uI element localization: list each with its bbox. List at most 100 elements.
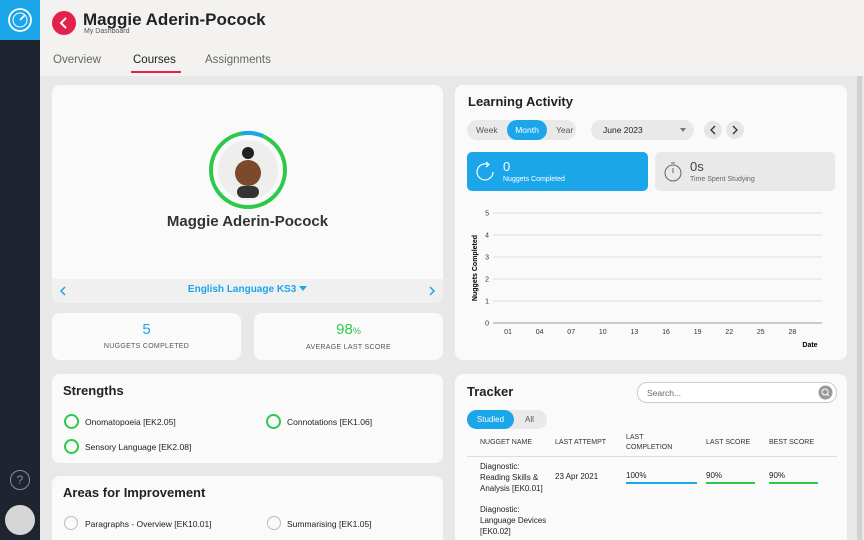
best-score: 90% bbox=[769, 471, 786, 480]
strength-item: Sensory Language [EK2.08] bbox=[85, 442, 192, 452]
activity-card: Learning Activity Week Month Year June 2… bbox=[455, 85, 847, 360]
time-label: Time Spent Studying bbox=[690, 176, 755, 183]
strength-dot bbox=[266, 414, 281, 429]
strength-item: Connotations [EK1.06] bbox=[287, 417, 373, 427]
y-tick-label: 1 bbox=[485, 299, 489, 306]
month-nav[interactable] bbox=[703, 120, 747, 140]
tracker-title: Tracker bbox=[467, 384, 514, 399]
tracker-card: Tracker Search... Studied All NUGGET NAM… bbox=[455, 374, 847, 540]
y-tick-label: 4 bbox=[485, 233, 489, 240]
time-card: 0s Time Spent Studying bbox=[655, 152, 835, 191]
next-course[interactable] bbox=[426, 285, 438, 297]
strength-dot bbox=[64, 439, 79, 454]
filter-option[interactable]: All bbox=[525, 415, 534, 424]
scrollbar[interactable] bbox=[857, 76, 862, 540]
x-tick-label: 07 bbox=[567, 329, 575, 336]
period-option[interactable]: Week bbox=[476, 125, 498, 135]
month-value: June 2023 bbox=[603, 125, 643, 135]
stat-card: 5 NUGGETS COMPLETED bbox=[52, 313, 241, 360]
x-tick-label: 22 bbox=[725, 329, 733, 336]
x-tick-label: 28 bbox=[789, 329, 797, 336]
improvement-item: Summarising [EK1.05] bbox=[287, 519, 372, 529]
back-button[interactable] bbox=[52, 11, 76, 35]
search-icon bbox=[818, 385, 833, 400]
course-bar bbox=[52, 279, 443, 303]
y-tick-label: 2 bbox=[485, 277, 489, 284]
column-header[interactable]: LAST ATTEMPT bbox=[555, 439, 607, 446]
x-axis-label: Date bbox=[802, 342, 817, 349]
score-number: 98 bbox=[336, 321, 353, 338]
stat-value: 5 bbox=[142, 321, 151, 338]
nuggets-value: 0 bbox=[503, 159, 511, 174]
stat-label: NUGGETS COMPLETED bbox=[103, 343, 190, 350]
last-attempt: 23 Apr 2021 bbox=[555, 472, 599, 481]
course-name: English Language KS3 bbox=[187, 284, 297, 295]
y-tick-label: 3 bbox=[485, 255, 489, 262]
course-select[interactable]: English Language KS3 bbox=[52, 284, 443, 295]
tab[interactable]: Overview bbox=[53, 54, 101, 66]
logo-icon bbox=[8, 8, 32, 32]
dropdown-arrow bbox=[299, 286, 308, 295]
y-tick-label: 5 bbox=[485, 211, 489, 218]
strengths-title: Strengths bbox=[63, 383, 124, 398]
page-subtitle: My Dashboard bbox=[84, 28, 130, 35]
timer-icon bbox=[664, 162, 682, 182]
dropdown-arrow bbox=[680, 128, 686, 135]
strengths-card: Strengths Onomatopoeia [EK2.05] Connotat… bbox=[52, 374, 443, 463]
last-score: 90% bbox=[706, 471, 723, 480]
column-header[interactable]: BEST SCORE bbox=[769, 439, 814, 446]
nuggets-card: 0 Nuggets Completed bbox=[467, 152, 648, 191]
column-header[interactable]: LAST SCORE bbox=[706, 439, 751, 446]
x-tick-label: 01 bbox=[504, 329, 512, 336]
stat-value: 98% bbox=[254, 321, 443, 338]
prev-course[interactable] bbox=[58, 285, 70, 297]
score-bar bbox=[706, 482, 755, 484]
nugget-name: Diagnostic: Reading Skills & Analysis [E… bbox=[480, 462, 543, 493]
x-tick-label: 19 bbox=[694, 329, 702, 336]
stat-card: 98% AVERAGE LAST SCORE bbox=[254, 313, 443, 360]
time-value: 0s bbox=[690, 159, 704, 174]
profile-name: Maggie Aderin-Pocock bbox=[166, 213, 329, 230]
improvement-title: Areas for Improvement bbox=[63, 485, 206, 500]
x-tick-label: 25 bbox=[757, 329, 765, 336]
user-avatar[interactable] bbox=[5, 505, 35, 535]
refresh-icon bbox=[476, 161, 494, 181]
search-placeholder: Search... bbox=[647, 388, 682, 398]
month-select[interactable]: June 2023 bbox=[591, 120, 694, 140]
header-divider bbox=[467, 456, 837, 457]
improvement-dot bbox=[64, 516, 78, 530]
activity-title: Learning Activity bbox=[468, 94, 573, 109]
tab-active[interactable]: Courses bbox=[133, 54, 176, 66]
x-tick-label: 10 bbox=[599, 329, 607, 336]
period-option[interactable]: Year bbox=[556, 125, 574, 135]
x-tick-label: 04 bbox=[536, 329, 544, 336]
search-box[interactable]: Search... bbox=[637, 382, 837, 403]
back-icon bbox=[59, 17, 67, 29]
logo[interactable] bbox=[0, 0, 40, 40]
last-completion: 100% bbox=[626, 471, 647, 480]
help-button[interactable]: ? bbox=[10, 470, 30, 490]
tab-underline bbox=[131, 71, 181, 73]
y-tick-label: 0 bbox=[485, 321, 489, 328]
score-unit: % bbox=[352, 326, 361, 336]
stat-label: AVERAGE LAST SCORE bbox=[306, 344, 391, 351]
x-tick-label: 13 bbox=[631, 329, 639, 336]
tab[interactable]: Assignments bbox=[205, 54, 271, 66]
y-axis-label: Nuggets Completed bbox=[472, 235, 479, 301]
score-bar bbox=[769, 482, 818, 484]
improvement-card: Areas for Improvement Paragraphs - Overv… bbox=[52, 476, 443, 540]
nuggets-label: Nuggets Completed bbox=[503, 176, 565, 183]
column-header[interactable]: LAST COMPLETION bbox=[626, 434, 673, 451]
period-option-active[interactable]: Month bbox=[507, 120, 547, 140]
nugget-name: Diagnostic: Language Devices [EK0.02] bbox=[480, 505, 547, 536]
page-title: Maggie Aderin-Pocock bbox=[83, 10, 266, 29]
completion-bar bbox=[626, 482, 697, 484]
profile-card: Maggie Aderin-Pocock English Language KS… bbox=[52, 85, 443, 303]
filter-active[interactable]: Studied bbox=[467, 410, 514, 429]
strength-item: Onomatopoeia [EK2.05] bbox=[85, 417, 176, 427]
x-tick-label: 16 bbox=[662, 329, 670, 336]
column-header[interactable]: NUGGET NAME bbox=[480, 439, 532, 446]
sidebar bbox=[0, 0, 40, 540]
